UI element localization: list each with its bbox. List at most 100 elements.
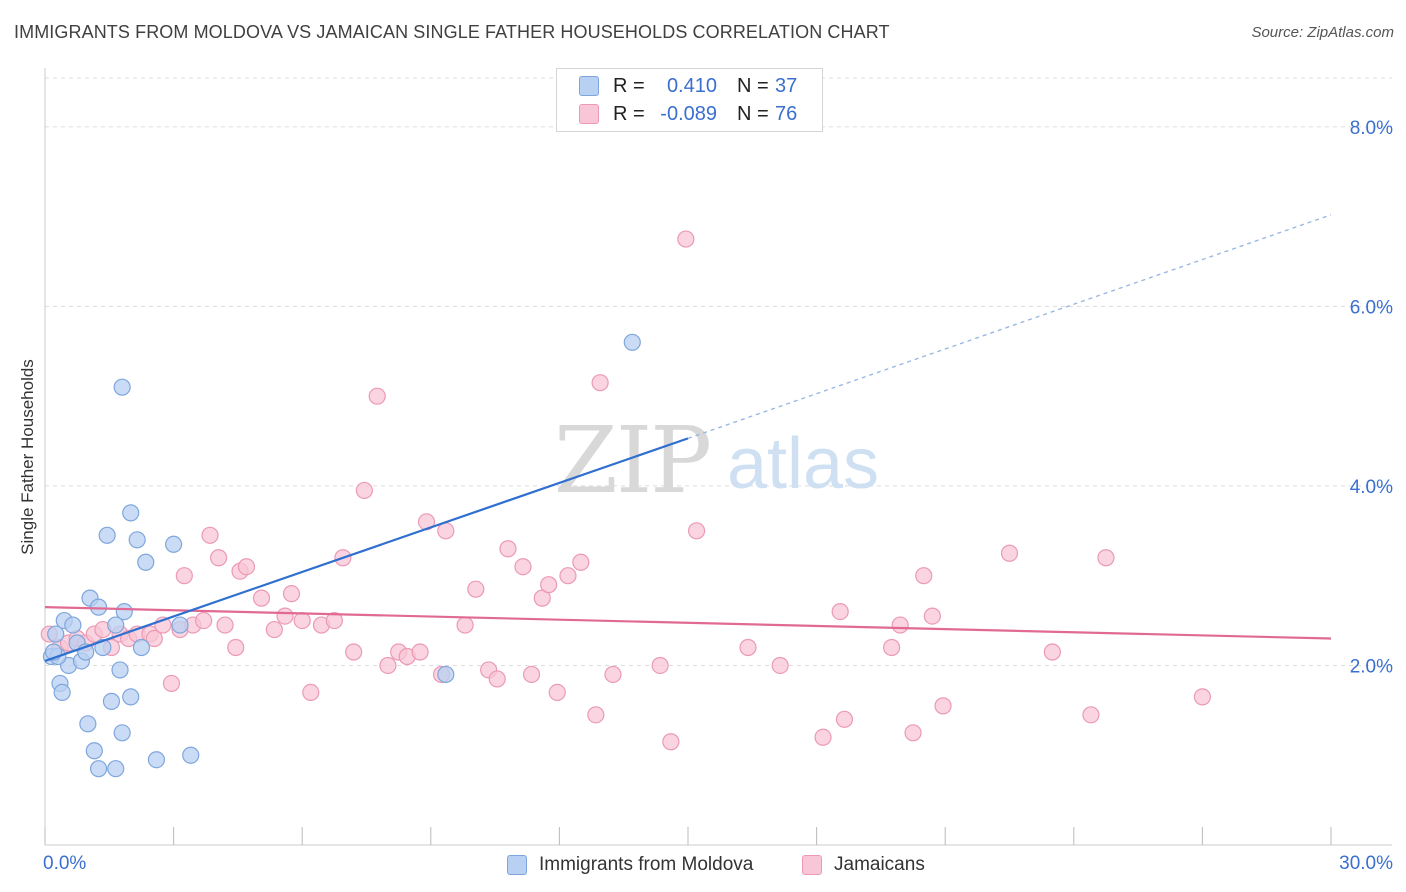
data-point (89, 598, 108, 616)
data-point (107, 760, 125, 778)
data-point (662, 733, 680, 751)
data-point (94, 638, 112, 657)
stats-legend: R = 0.410 N = 37 R = -0.089 N = 76 (556, 68, 823, 132)
data-point (514, 558, 532, 576)
chart-title: IMMIGRANTS FROM MOLDOVA VS JAMAICAN SING… (14, 22, 890, 42)
data-point (47, 625, 65, 643)
legend-swatch-jamaicans (802, 855, 822, 875)
data-point (915, 567, 933, 585)
data-point (771, 656, 789, 675)
data-point (572, 553, 590, 571)
data-point (540, 576, 558, 594)
x-tick-label-max: 30.0% (1339, 853, 1393, 874)
data-point (467, 580, 485, 598)
stats-n-value: 76 (775, 102, 798, 125)
data-point (122, 688, 140, 706)
data-point (201, 526, 219, 544)
legend-label-moldova: Immigrants from Moldova (539, 854, 754, 875)
data-point (216, 616, 234, 634)
data-point (113, 724, 131, 742)
stats-r-label: R = (613, 74, 645, 97)
data-point (687, 522, 706, 540)
y-tick-label: 8.0% (1350, 118, 1393, 139)
stats-swatch-jamaicans (579, 104, 599, 124)
data-point (64, 616, 82, 634)
data-point (904, 724, 922, 742)
watermark-zip: ZIP (554, 407, 710, 514)
tick-labels: 2.0% 4.0% 6.0% 8.0% 0.0% 30.0% (43, 118, 1393, 874)
data-point (145, 629, 163, 648)
y-tick-label: 4.0% (1350, 477, 1393, 498)
axes (44, 68, 1392, 846)
data-point (623, 333, 641, 351)
trend-lines (44, 214, 1332, 663)
data-point (171, 616, 189, 634)
data-point (499, 540, 517, 558)
data-point (79, 715, 97, 733)
data-point (85, 742, 103, 760)
data-point (559, 567, 577, 585)
stats-r-value: -0.089 (660, 102, 717, 125)
data-point (835, 710, 854, 728)
series-legend: Immigrants from Moldova Jamaicans (0, 851, 1406, 879)
data-point (651, 656, 669, 675)
data-point (195, 611, 213, 630)
data-point (739, 638, 757, 657)
stats-n-label: N = (737, 102, 769, 125)
data-point (107, 616, 125, 634)
data-point (891, 616, 909, 634)
data-point (591, 374, 609, 392)
y-tick-label: 6.0% (1350, 297, 1393, 318)
data-point (102, 692, 121, 710)
data-point (53, 683, 71, 701)
data-point (165, 535, 183, 553)
data-point (411, 643, 429, 661)
data-point (923, 607, 941, 625)
y-tick-label: 2.0% (1350, 656, 1393, 677)
x-tick-label-min: 0.0% (43, 853, 86, 874)
data-point (237, 558, 256, 576)
data-point (210, 549, 228, 567)
data-point (548, 683, 566, 701)
legend-item-moldova[interactable]: Immigrants from Moldova (507, 851, 753, 879)
data-point (522, 665, 541, 684)
data-point (282, 585, 301, 603)
data-point (115, 603, 133, 621)
data-point (604, 665, 622, 684)
data-point (1000, 544, 1019, 562)
trend-line-moldova-extension (687, 214, 1332, 440)
stats-row-moldova: R = 0.410 N = 37 (579, 73, 797, 99)
data-point (175, 567, 193, 585)
data-point (147, 751, 166, 769)
data-point (122, 504, 140, 522)
data-point (325, 611, 343, 630)
data-point (182, 746, 200, 764)
data-point (252, 589, 271, 607)
data-point (265, 620, 283, 639)
trend-line-jamaicans (44, 606, 1332, 640)
stats-r-label: R = (613, 102, 645, 125)
data-point (111, 661, 129, 679)
stats-n-value: 37 (775, 74, 798, 97)
data-point (162, 674, 181, 693)
watermark: ZIP atlas (554, 407, 879, 514)
stats-n-label: N = (737, 74, 769, 97)
data-point (1043, 643, 1061, 661)
legend-item-jamaicans[interactable]: Jamaicans (802, 851, 925, 879)
stats-row-jamaicans: R = -0.089 N = 76 (579, 101, 797, 127)
data-point (488, 670, 506, 688)
data-point (368, 387, 386, 405)
data-point (814, 728, 832, 746)
data-point (132, 638, 151, 657)
data-point (89, 760, 108, 778)
data-point (302, 683, 320, 701)
data-point (345, 643, 363, 661)
data-point (883, 638, 901, 657)
data-point (456, 616, 474, 634)
grid-lines (45, 77, 1392, 666)
data-point (677, 230, 695, 248)
trend-line-moldova (44, 437, 689, 663)
data-point (276, 607, 294, 625)
data-point (437, 665, 455, 684)
